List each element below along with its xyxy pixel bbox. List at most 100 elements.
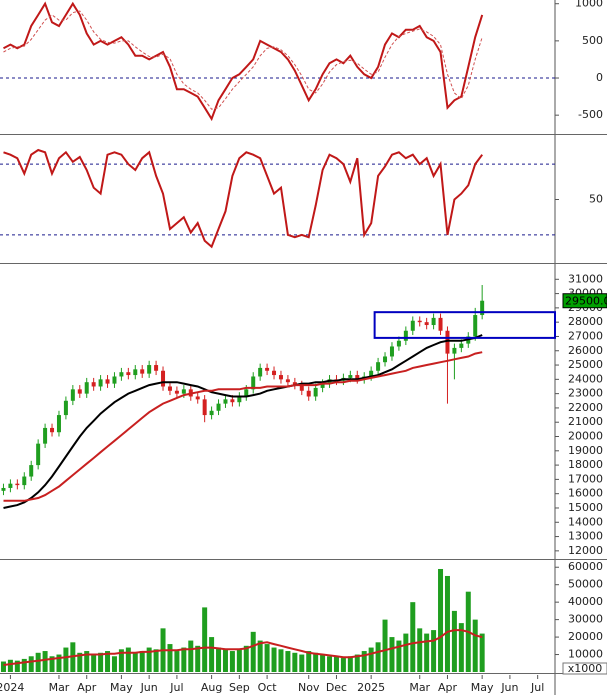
candle-body [15, 483, 20, 486]
candle-body [105, 379, 110, 384]
volume-bar [77, 652, 83, 672]
x-tick-label: Sep [229, 681, 250, 694]
candle-body [181, 389, 186, 394]
volume-bar [243, 645, 249, 672]
y-tick-label: 500 [582, 34, 603, 47]
candle-body [202, 399, 207, 416]
volume-bar [438, 568, 444, 672]
candle-body [348, 375, 353, 378]
x-tick-label: Oct [258, 681, 278, 694]
y-tick-label: 60000 [568, 560, 603, 573]
candle-body [161, 370, 166, 387]
y-tick-label: 17000 [568, 472, 603, 485]
x-tick-label: Apr [438, 681, 458, 694]
volume-bar [451, 610, 457, 672]
unit-box [562, 662, 607, 675]
volume-bar [0, 661, 6, 672]
volume-bar [42, 651, 48, 672]
volume-bar [132, 652, 138, 672]
y-tick-label: 15000 [568, 501, 603, 514]
volume-bar [403, 633, 409, 672]
candle-body [278, 375, 283, 380]
volume-bar [139, 651, 145, 672]
x-tick-label: Jun [500, 681, 518, 694]
y-tick-label: 26000 [568, 344, 603, 357]
y-tick-label: 24000 [568, 372, 603, 385]
candle-body [389, 346, 394, 357]
line-series [3, 10, 483, 110]
volume-bar [174, 651, 180, 672]
volume-bar [21, 658, 27, 672]
candle-body [355, 375, 360, 380]
y-tick-label: 1000 [575, 0, 603, 10]
volume-bar [396, 640, 402, 672]
candle-body [265, 367, 270, 371]
candle-body [369, 370, 374, 377]
y-tick-label: 28000 [568, 315, 603, 328]
candle-body [459, 343, 464, 348]
volume-bar [410, 602, 416, 672]
candle-body [299, 385, 304, 391]
volume-bar [98, 652, 104, 672]
x-tick-label: Mar [409, 681, 430, 694]
x-tick-label: Jul [169, 681, 183, 694]
line-series [3, 629, 483, 666]
volume-bar [327, 656, 333, 672]
candle-body [174, 390, 179, 394]
line-series [3, 351, 483, 502]
y-tick-label: 25000 [568, 358, 603, 371]
candle-body [424, 322, 429, 326]
candle-body [167, 386, 172, 391]
candle-body [209, 410, 214, 416]
x-tick-label: Jun [140, 681, 158, 694]
candle-body [84, 382, 89, 394]
y-tick-label: 0 [596, 71, 603, 84]
y-tick-label: -500 [578, 108, 603, 121]
candle-body [285, 379, 290, 383]
y-tick-label: 19000 [568, 444, 603, 457]
volume-bar [229, 651, 235, 672]
volume-bar [271, 647, 277, 672]
line-series [3, 334, 483, 509]
y-tick-label: 12000 [568, 544, 603, 557]
volume-bar [35, 652, 41, 672]
volume-bar [361, 651, 367, 672]
volume-bar [195, 645, 201, 672]
candle-body [98, 379, 103, 387]
candle-body [8, 483, 13, 488]
volume-bar [257, 640, 263, 672]
x-tick-label: Jul [530, 681, 544, 694]
candle-body [445, 330, 450, 354]
x-tick-label: Mar [49, 681, 70, 694]
y-tick-label: 50 [589, 193, 603, 206]
volume-bar [285, 651, 291, 672]
candle-body [1, 487, 6, 491]
candle-body [50, 427, 55, 433]
volume-bar [458, 623, 464, 672]
volume-bar [146, 647, 152, 672]
volume-bar [472, 619, 478, 672]
candle-body [320, 383, 325, 388]
candle-body [133, 369, 138, 376]
y-tick-label: 20000 [568, 430, 603, 443]
candle-body [473, 315, 478, 337]
candle-body [77, 389, 82, 394]
volume-bar [313, 652, 319, 672]
x-tick-label: Nov [298, 681, 320, 694]
volume-bar [299, 654, 305, 672]
volume-bar [14, 660, 20, 672]
candle-body [119, 372, 124, 377]
y-tick-label: 14000 [568, 515, 603, 528]
x-tick-label: May [110, 681, 133, 694]
y-tick-label: 16000 [568, 487, 603, 500]
candle-body [230, 399, 235, 403]
candle-body [417, 320, 422, 323]
candle-body [376, 362, 381, 371]
highlight-box [373, 311, 556, 339]
candle-body [216, 403, 221, 411]
candle-body [112, 376, 117, 384]
volume-bar [340, 658, 346, 672]
line-series [3, 148, 484, 249]
y-tick-label: 22000 [568, 401, 603, 414]
